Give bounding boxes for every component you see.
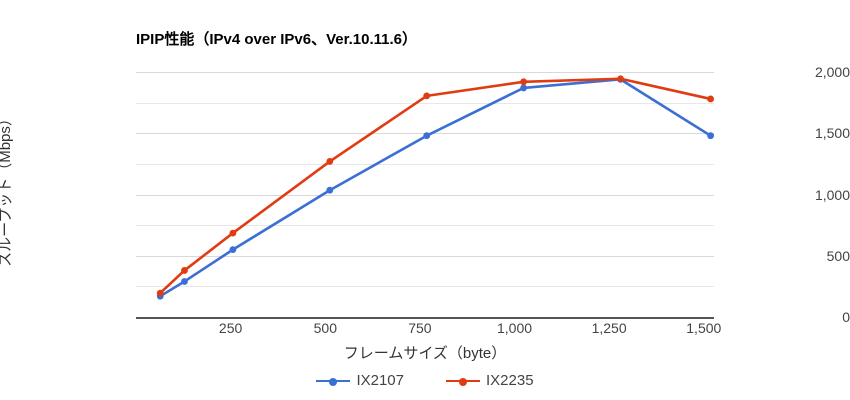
data-point-marker[interactable] bbox=[229, 246, 237, 254]
y-axis-title: スループット（Mbps） bbox=[0, 0, 15, 267]
x-axis-tick-label: 750 bbox=[408, 320, 432, 336]
gridline bbox=[136, 102, 714, 104]
gridline bbox=[136, 72, 714, 73]
gridline bbox=[136, 163, 714, 165]
data-point-marker[interactable] bbox=[707, 132, 714, 140]
series-layer bbox=[156, 75, 714, 300]
legend-label: IX2235 bbox=[486, 372, 534, 389]
legend-marker-icon bbox=[446, 375, 480, 387]
x-axis-tick-label: 250 bbox=[218, 320, 243, 336]
legend-label: IX2107 bbox=[356, 372, 404, 389]
data-point-marker[interactable] bbox=[181, 267, 188, 274]
plot-area bbox=[136, 72, 714, 317]
data-point-marker[interactable] bbox=[229, 229, 237, 237]
data-point-marker[interactable] bbox=[181, 278, 188, 285]
data-point-marker[interactable] bbox=[707, 95, 714, 103]
legend-item-ix2107[interactable]: IX2107 bbox=[316, 372, 404, 389]
chart-title: IPIP性能（IPv4 over IPv6、Ver.10.11.6） bbox=[136, 31, 417, 48]
legend-dot-icon bbox=[329, 377, 338, 386]
x-axis-tick-label: 1,500 bbox=[686, 320, 722, 336]
legend-marker-icon bbox=[316, 375, 351, 387]
y-axis-title-label: スループット（Mbps） bbox=[0, 111, 14, 267]
x-axis-tick-label: 1,250 bbox=[591, 320, 627, 336]
y-axis-tick-label: 1,500 bbox=[814, 125, 850, 142]
legend-item-ix2235[interactable]: IX2235 bbox=[446, 372, 534, 389]
y-axis-tick-label: 2,000 bbox=[814, 64, 850, 80]
data-point-marker[interactable] bbox=[423, 132, 431, 140]
y-axis-tick-label: 0 bbox=[842, 309, 850, 325]
data-point-marker[interactable] bbox=[326, 158, 334, 165]
series-line-ix2235 bbox=[158, 77, 712, 295]
data-point-marker[interactable] bbox=[326, 186, 334, 194]
y-axis-tick-label: 500 bbox=[826, 247, 850, 264]
x-axis-tick-label: 500 bbox=[313, 320, 337, 336]
gridline bbox=[136, 194, 714, 196]
gridline bbox=[136, 255, 714, 257]
data-point-marker[interactable] bbox=[520, 84, 527, 92]
gridline bbox=[136, 225, 714, 227]
data-point-marker[interactable] bbox=[617, 75, 624, 83]
data-point-marker[interactable] bbox=[423, 92, 431, 100]
gridline bbox=[136, 286, 714, 288]
x-axis-title: フレームサイズ（byte） bbox=[343, 345, 507, 362]
x-axis-tick-label: 1,000 bbox=[496, 320, 533, 336]
y-axis-tick-label: 1,000 bbox=[814, 186, 850, 203]
chart-legend: IX2107 IX2235 bbox=[136, 372, 714, 389]
data-point-marker[interactable] bbox=[156, 289, 164, 297]
data-point-marker[interactable] bbox=[520, 78, 527, 86]
series-line-ix2107 bbox=[158, 78, 712, 298]
x-axis-line bbox=[136, 317, 714, 319]
legend-dot-icon bbox=[459, 377, 467, 386]
